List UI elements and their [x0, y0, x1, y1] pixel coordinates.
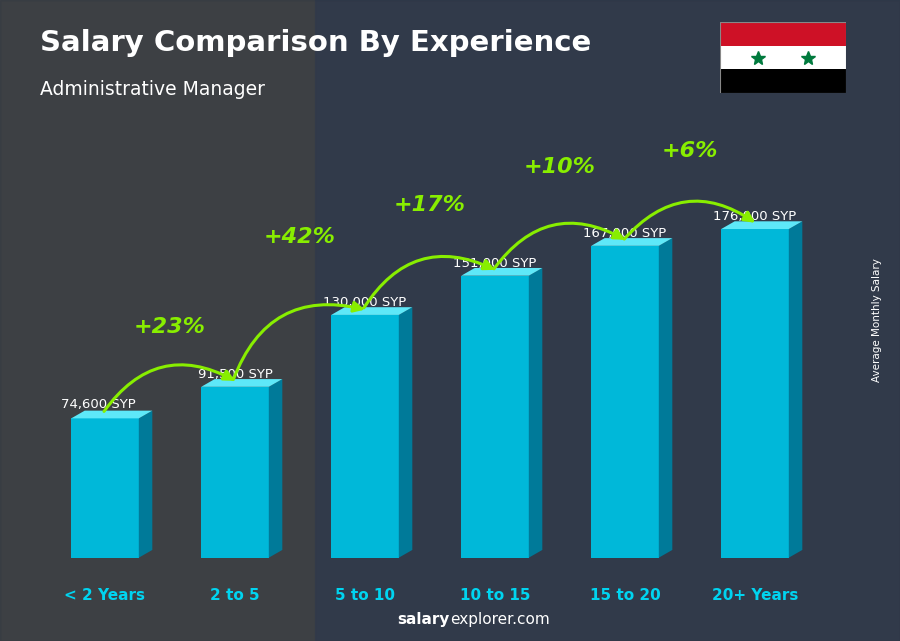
Bar — [720, 69, 846, 93]
Text: +17%: +17% — [394, 195, 466, 215]
Text: 74,600 SYP: 74,600 SYP — [61, 398, 136, 411]
Polygon shape — [399, 307, 412, 558]
Polygon shape — [721, 229, 788, 558]
Text: +42%: +42% — [264, 226, 336, 247]
Text: Salary Comparison By Experience: Salary Comparison By Experience — [40, 29, 592, 57]
Text: +6%: +6% — [662, 140, 718, 161]
Text: +10%: +10% — [524, 158, 596, 178]
Bar — [720, 22, 846, 46]
Polygon shape — [461, 276, 529, 558]
Text: Average Monthly Salary: Average Monthly Salary — [872, 258, 883, 383]
Text: 2 to 5: 2 to 5 — [211, 588, 260, 603]
Polygon shape — [331, 315, 399, 558]
Polygon shape — [202, 379, 283, 387]
Text: 20+ Years: 20+ Years — [712, 588, 798, 603]
Text: salary: salary — [398, 612, 450, 627]
Text: 5 to 10: 5 to 10 — [335, 588, 395, 603]
Polygon shape — [591, 246, 659, 558]
Polygon shape — [71, 411, 152, 419]
Bar — [720, 46, 846, 69]
Text: 167,000 SYP: 167,000 SYP — [583, 228, 667, 240]
Polygon shape — [461, 268, 543, 276]
Polygon shape — [721, 221, 802, 229]
Text: < 2 Years: < 2 Years — [65, 588, 146, 603]
Polygon shape — [331, 307, 412, 315]
Polygon shape — [591, 238, 672, 246]
Text: explorer.com: explorer.com — [450, 612, 550, 627]
Polygon shape — [529, 268, 543, 558]
Polygon shape — [659, 238, 672, 558]
Text: Administrative Manager: Administrative Manager — [40, 80, 266, 99]
Text: 130,000 SYP: 130,000 SYP — [323, 296, 407, 310]
Polygon shape — [202, 387, 269, 558]
Text: 91,500 SYP: 91,500 SYP — [198, 368, 273, 381]
Polygon shape — [139, 411, 152, 558]
Text: 151,000 SYP: 151,000 SYP — [454, 257, 536, 270]
Polygon shape — [71, 419, 139, 558]
Text: 10 to 15: 10 to 15 — [460, 588, 530, 603]
Polygon shape — [788, 221, 802, 558]
Polygon shape — [269, 379, 283, 558]
Text: 15 to 20: 15 to 20 — [590, 588, 661, 603]
Text: +23%: +23% — [134, 317, 206, 337]
Text: 176,000 SYP: 176,000 SYP — [714, 210, 796, 224]
